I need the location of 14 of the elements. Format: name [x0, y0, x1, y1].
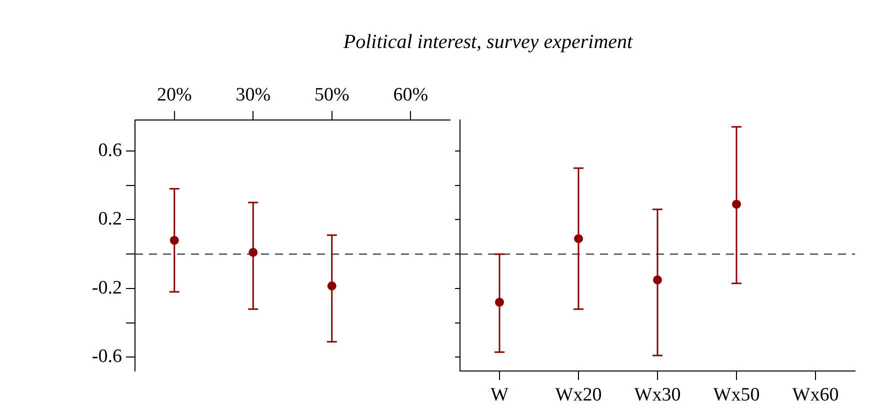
x-tick-label: 30%: [236, 84, 271, 106]
x-tick-label: Wx60: [792, 384, 839, 406]
x-tick-label: Wx30: [634, 384, 681, 406]
x-tick-label: 60%: [393, 84, 428, 106]
y-tick-label: -0.2: [92, 277, 122, 298]
x-tick-label: 20%: [156, 84, 192, 106]
x-tick-label: 50%: [314, 84, 350, 106]
y-tick-label: 0.2: [98, 208, 122, 230]
y-tick-label: 0.6: [98, 140, 122, 161]
y-tick-label: -0.6: [92, 346, 122, 368]
x-tick-label: Wx50: [713, 384, 760, 406]
x-tick-label: W: [490, 384, 509, 406]
x-tick-label: Wx20: [555, 384, 602, 406]
chart-title: Political interest, survey experiment: [342, 30, 634, 55]
